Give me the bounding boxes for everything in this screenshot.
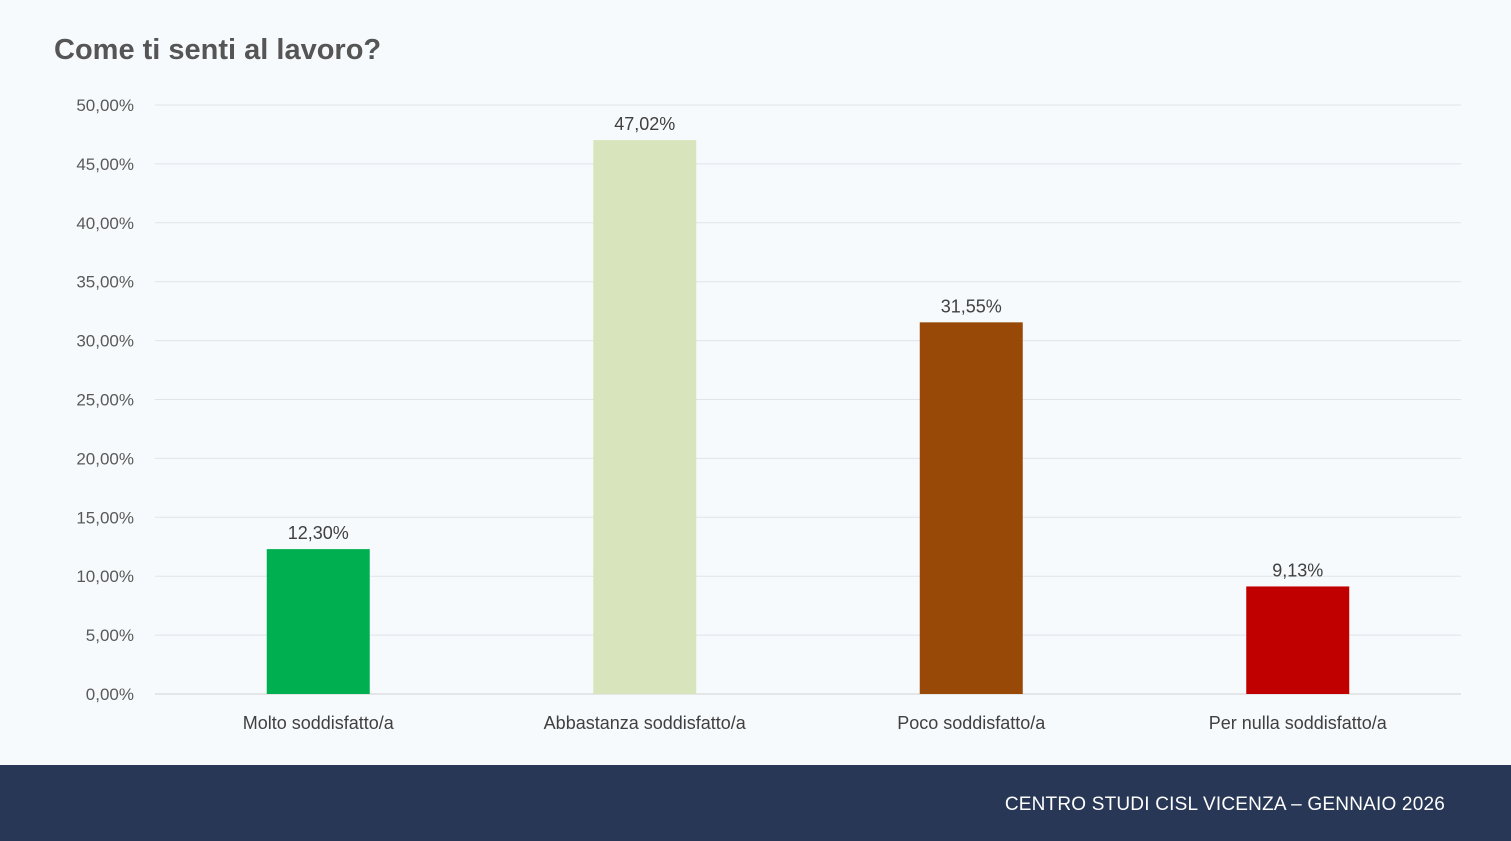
category-label: Abbastanza soddisfatto/a	[544, 713, 747, 733]
y-tick-label: 40,00%	[76, 214, 134, 233]
category-label: Poco soddisfatto/a	[897, 713, 1046, 733]
bar	[919, 322, 1023, 694]
bar	[266, 549, 370, 694]
data-labels: 12,30% 47,02% 31,55% 9,13%	[288, 114, 1324, 580]
data-label: 47,02%	[614, 114, 675, 134]
gridlines	[155, 104, 1461, 695]
data-label: 9,13%	[1272, 560, 1323, 580]
y-tick-label: 5,00%	[86, 626, 134, 645]
y-axis-tick-labels: 0,00% 5,00% 10,00% 15,00% 20,00% 25,00% 30,00%…	[76, 96, 134, 704]
y-tick-label: 15,00%	[76, 508, 134, 527]
bar	[593, 140, 697, 695]
y-tick-label: 20,00%	[76, 449, 134, 468]
y-tick-label: 45,00%	[76, 155, 134, 174]
y-tick-label: 10,00%	[76, 567, 134, 586]
category-label: Molto soddisfatto/a	[243, 713, 395, 733]
bar-chart: 0,00% 5,00% 10,00% 15,00% 20,00% 25,00% 30,00%…	[76, 96, 1461, 733]
chart-title: Come ti senti al lavoro?	[54, 34, 382, 66]
y-tick-label: 50,00%	[76, 96, 134, 115]
category-label: Per nulla soddisfatto/a	[1209, 713, 1388, 733]
y-tick-label: 30,00%	[76, 332, 134, 351]
y-tick-label: 25,00%	[76, 391, 134, 410]
category-labels: Molto soddisfatto/a Abbastanza soddisfatt…	[243, 713, 1388, 733]
data-label: 31,55%	[941, 296, 1002, 316]
y-tick-label: 35,00%	[76, 273, 134, 292]
data-label: 12,30%	[288, 523, 349, 543]
footer-bar: CENTRO STUDI CISL VICENZA – GENNAIO 2026	[0, 765, 1511, 841]
footer-text: CENTRO STUDI CISL VICENZA – GENNAIO 2026	[1004, 794, 1445, 815]
bars	[266, 140, 1350, 695]
y-tick-label: 0,00%	[86, 685, 134, 704]
bar	[1246, 586, 1350, 694]
